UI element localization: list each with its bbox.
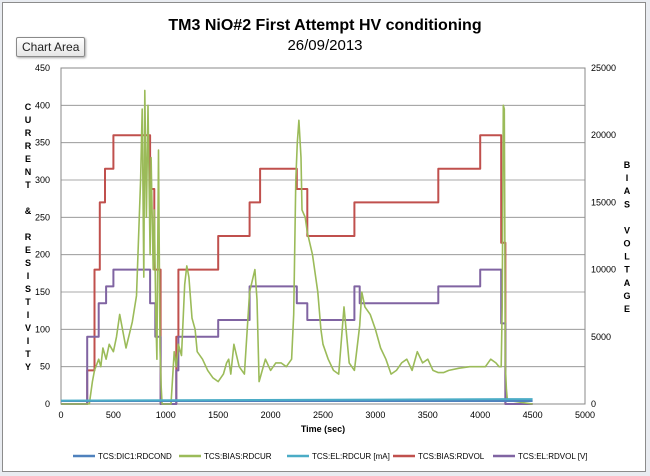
series-line-tcs-bias-rdvol — [61, 134, 533, 405]
x-tick-label: 3000 — [365, 410, 385, 420]
axis-label-char: S — [25, 258, 31, 268]
x-tick-label: 0 — [58, 410, 63, 420]
x-tick-label: 3500 — [418, 410, 438, 420]
x-tick-label: 2500 — [313, 410, 333, 420]
axis-label-char: V — [624, 225, 630, 235]
series-layer — [60, 89, 533, 405]
axis-label-char: S — [624, 199, 630, 209]
y-tick-label-right: 10000 — [591, 265, 616, 275]
axis-label-char: & — [25, 206, 32, 216]
axis-label-char: U — [25, 115, 32, 125]
y-tick-label-left: 0 — [45, 399, 50, 409]
axis-label-char: T — [624, 265, 630, 275]
axis-label-char: L — [624, 252, 630, 262]
axis-label-char: I — [27, 271, 30, 281]
gridlines — [61, 104, 585, 368]
axis-label-char: V — [25, 323, 31, 333]
y-tick-label-right: 15000 — [591, 197, 616, 207]
chart-title: TM3 NiO#2 First Attempt HV conditioning — [168, 17, 481, 34]
y-tick-label-left: 300 — [35, 175, 50, 185]
legend-label: TCS:EL:RDCUR [mA] — [312, 452, 390, 461]
chart-area-tooltip: Chart Area — [16, 37, 86, 57]
axis-label-char: C — [25, 102, 32, 112]
y-tick-label-left: 100 — [35, 324, 50, 334]
y-tick-label-left: 400 — [35, 100, 50, 110]
x-tick-label: 5000 — [575, 410, 595, 420]
y-tick-label-left: 250 — [35, 212, 50, 222]
legend-item: TCS:BIAS:RDCUR — [179, 452, 272, 461]
axis-label-char: S — [25, 284, 31, 294]
axis-label-char: A — [624, 278, 631, 288]
axis-label-char: O — [623, 239, 630, 249]
y-tick-label-left: 50 — [40, 362, 50, 372]
x-tick-label: 4500 — [523, 410, 543, 420]
legend: TCS:DIC1:RDCOND TCS:BIAS:RDCUR TCS:EL:RDCU… — [73, 452, 588, 461]
y-tick-label-left: 200 — [35, 250, 50, 260]
x-tick-label: 4000 — [470, 410, 490, 420]
x-axis-label: Time (sec) — [301, 424, 345, 434]
x-tick-label: 500 — [106, 410, 121, 420]
y-tick-label-right: 0 — [591, 399, 596, 409]
legend-item: TCS:EL:RDVOL [V] — [493, 452, 588, 461]
y-tick-label-right: 5000 — [591, 332, 611, 342]
axis-label-char: R — [25, 232, 32, 242]
axis-label-char: B — [624, 160, 631, 170]
x-tick-label: 2000 — [261, 410, 281, 420]
axis-label-char: R — [25, 141, 32, 151]
legend-item: TCS:BIAS:RDVOL — [393, 452, 485, 461]
y-tick-label-left: 450 — [35, 63, 50, 73]
axis-label-char: T — [25, 349, 31, 359]
y-tick-label-left: 350 — [35, 138, 50, 148]
axis-label-char: I — [27, 336, 30, 346]
legend-label: TCS:BIAS:RDVOL — [418, 452, 485, 461]
axis-label-char: I — [626, 173, 629, 183]
legend-label: TCS:BIAS:RDCUR — [204, 452, 272, 461]
x-tick-label: 1000 — [156, 410, 176, 420]
axis-label-char: Y — [25, 362, 31, 372]
axis-label-char: R — [25, 128, 32, 138]
axis-label-char: I — [27, 310, 30, 320]
axis-label-char: E — [25, 154, 31, 164]
y-tick-label-left: 150 — [35, 287, 50, 297]
axis-label-char: G — [623, 291, 630, 301]
legend-item: TCS:EL:RDCUR [mA] — [287, 452, 390, 461]
axis-label-char: N — [25, 167, 32, 177]
series-line-tcs-el-rdvol-v — [61, 268, 533, 405]
legend-label: TCS:DIC1:RDCOND — [98, 452, 172, 461]
legend-label: TCS:EL:RDVOL [V] — [518, 452, 588, 461]
chart-subtitle: 26/09/2013 — [287, 37, 362, 54]
axis-label-char: E — [624, 304, 630, 314]
y-tick-label-right: 25000 — [591, 63, 616, 73]
axis-label-char: T — [25, 297, 31, 307]
tick-labels: 0 500 1000 1500 2000 2500 3000 3500 4000 4500 5000… — [35, 63, 616, 420]
axis-label-char: A — [624, 186, 631, 196]
series-line-tcs-el-rdcur-ma — [60, 398, 533, 402]
legend-item: TCS:DIC1:RDCOND — [73, 452, 172, 461]
series-line-tcs-bias-rdcur — [61, 89, 533, 405]
y-tick-label-right: 20000 — [591, 130, 616, 140]
axis-label-char: E — [25, 245, 31, 255]
x-tick-label: 1500 — [208, 410, 228, 420]
axis-label-char: T — [25, 180, 31, 190]
